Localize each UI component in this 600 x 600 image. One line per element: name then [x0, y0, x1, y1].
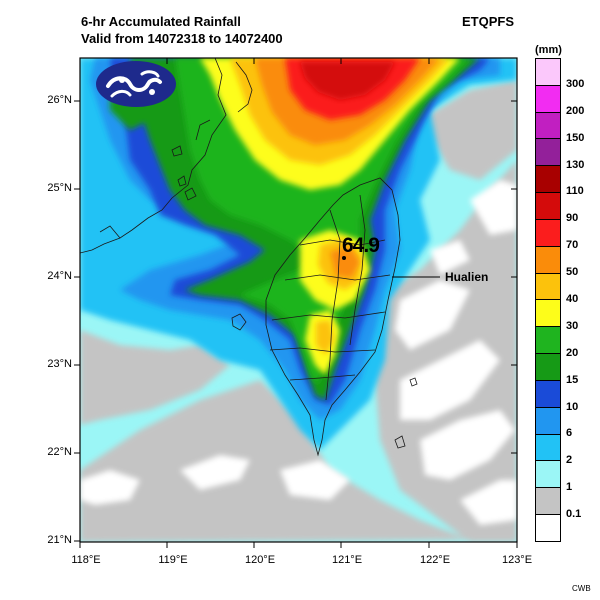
legend-label: 15	[566, 373, 579, 386]
cwb-wave-logo-icon	[96, 61, 176, 107]
lon-label-119: 119°E	[158, 554, 188, 566]
legend-label: 300	[566, 77, 585, 90]
max-rainfall-value: 64.9	[342, 234, 380, 257]
city-label-hualien: Hualien	[445, 270, 489, 284]
legend-label: 0.1	[566, 508, 582, 521]
credit-text: CWB	[572, 584, 591, 593]
legend-label: 2	[566, 454, 573, 467]
lon-label-122: 122°E	[419, 554, 451, 566]
legend-color-swatch	[536, 59, 560, 85]
rain-gray-areas	[80, 80, 517, 542]
legend-color-swatch	[536, 326, 560, 354]
legend-label: 150	[566, 131, 585, 144]
lon-label-121: 121°E	[331, 554, 363, 566]
legend-label: 130	[566, 158, 585, 171]
rainfall-field	[80, 58, 517, 542]
legend-label: 90	[566, 212, 579, 225]
rain-darkred-areas	[300, 62, 395, 100]
legend-unit: (mm)	[535, 44, 562, 56]
legend-color-swatch	[536, 138, 560, 166]
max-point-marker	[342, 256, 346, 260]
legend-colorbar	[535, 58, 561, 542]
title-line-2: Valid from 14072318 to 14072400	[81, 30, 283, 46]
lon-label-123: 123°E	[501, 554, 533, 566]
china-coastline	[80, 58, 253, 254]
legend-label: 30	[566, 319, 579, 332]
legend-color-swatch	[536, 218, 560, 246]
lat-label-22: 22°N	[47, 446, 72, 458]
title-line-1: 6-hr Accumulated Rainfall	[81, 14, 241, 29]
legend-color-swatch	[536, 514, 560, 541]
rain-white-areas	[80, 180, 517, 525]
legend-label: 50	[566, 266, 579, 279]
model-name: ETQPFS	[462, 14, 515, 29]
legend-color-swatch	[536, 433, 560, 461]
axis-ticks	[74, 58, 518, 548]
taiwan-outline	[265, 177, 401, 457]
legend-label: 10	[566, 400, 579, 413]
legend-color-swatch	[536, 379, 560, 407]
legend-color-swatch	[536, 111, 560, 139]
legend-color-swatch	[536, 165, 560, 193]
offshore-islands	[171, 145, 418, 449]
legend-label: 20	[566, 346, 579, 359]
legend-color-swatch	[536, 353, 560, 380]
legend-color-swatch	[536, 487, 560, 515]
map-frame	[79, 57, 518, 543]
lat-label-25: 25°N	[47, 182, 72, 194]
legend-color-swatch	[536, 245, 560, 273]
legend-label: 6	[566, 427, 573, 440]
lat-label-26: 26°N	[47, 94, 72, 106]
legend-label: 40	[566, 293, 579, 305]
legend-label: 70	[566, 239, 579, 252]
legend-label: 1	[566, 481, 573, 494]
lat-label-21: 21°N	[47, 534, 72, 546]
legend-color-swatch	[536, 84, 560, 112]
legend-color-swatch	[536, 406, 560, 434]
lat-label-23: 23°N	[47, 358, 72, 370]
legend-color-swatch	[536, 299, 560, 327]
legend-label: 110	[566, 185, 584, 198]
legend-color-swatch	[536, 460, 560, 488]
legend-label: 200	[566, 104, 585, 117]
lat-label-24: 24°N	[47, 270, 72, 282]
lon-label-120: 120°E	[244, 554, 276, 566]
legend-color-swatch	[536, 272, 560, 300]
legend-color-swatch	[536, 192, 560, 219]
map-title: 6-hr Accumulated Rainfall Valid from 140…	[81, 14, 283, 47]
lon-label-118: 118°E	[71, 554, 101, 566]
